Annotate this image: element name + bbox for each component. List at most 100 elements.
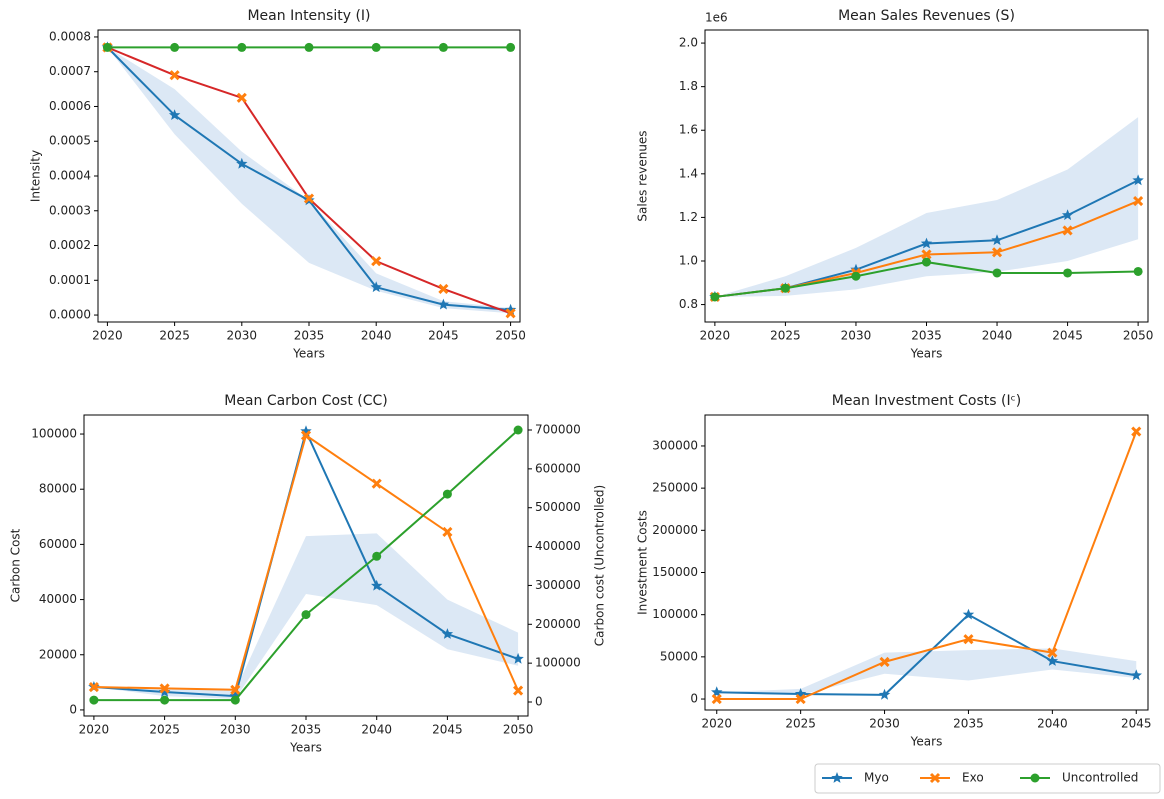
x-tick-label: 2020 — [92, 329, 123, 343]
y-tick-label: 0.8 — [679, 297, 698, 311]
x-tick-label: 2045 — [1121, 717, 1152, 731]
marker — [102, 42, 112, 52]
y-tick-label: 0.0008 — [49, 29, 91, 43]
legend-marker — [929, 772, 941, 784]
marker — [442, 489, 452, 499]
x-tick-label: 2040 — [982, 329, 1013, 343]
y-tick-label: 0.0001 — [49, 273, 91, 287]
band — [107, 47, 511, 314]
y2-tick-label: 500000 — [535, 500, 581, 514]
x-tick-label: 2030 — [869, 717, 900, 731]
x-tick-label: 2020 — [701, 717, 732, 731]
x-tick-label: 2050 — [1123, 329, 1154, 343]
y-tick-label: 20000 — [39, 647, 77, 661]
x-tick-label: 2020 — [79, 723, 110, 737]
y-tick-label: 200000 — [652, 523, 698, 537]
y2-tick-label: 0 — [535, 695, 543, 709]
marker — [878, 688, 891, 700]
y-tick-label: 50000 — [660, 649, 698, 663]
marker — [851, 271, 861, 281]
marker — [441, 628, 454, 639]
legend-label: Exo — [962, 771, 984, 785]
x-axis-label: Years — [289, 741, 322, 755]
marker — [505, 308, 516, 319]
band — [714, 117, 1139, 297]
marker — [1131, 426, 1142, 437]
marker — [301, 610, 311, 620]
legend-marker — [831, 772, 843, 783]
marker — [170, 42, 180, 52]
x-tick-label: 2030 — [227, 329, 258, 343]
offset-label: 1e6 — [705, 11, 728, 25]
band — [716, 648, 1137, 695]
x-tick-label: 2045 — [1052, 329, 1083, 343]
y-axis-label: Intensity — [29, 150, 43, 202]
y2-tick-label: 200000 — [535, 617, 581, 631]
marker — [991, 234, 1003, 246]
marker — [236, 157, 248, 169]
marker — [438, 42, 448, 52]
marker — [962, 608, 975, 620]
y-tick-label: 0 — [690, 692, 698, 706]
y-tick-label: 0.0000 — [49, 308, 91, 322]
x-axis-label: Years — [910, 347, 943, 361]
x-tick-label: 2035 — [911, 329, 942, 343]
y-tick-label: 2.0 — [679, 36, 698, 50]
marker — [991, 247, 1003, 258]
x-tick-label: 2050 — [503, 723, 534, 737]
marker — [506, 42, 516, 52]
y2-tick-label: 100000 — [535, 656, 581, 670]
x-tick-label: 2025 — [785, 717, 816, 731]
marker — [879, 656, 890, 667]
marker — [1047, 647, 1058, 658]
marker — [371, 478, 382, 489]
marker — [89, 695, 99, 705]
marker — [780, 283, 790, 293]
y-tick-label: 150000 — [652, 565, 698, 579]
marker — [168, 109, 181, 120]
y-tick-label: 0.0006 — [49, 99, 91, 113]
marker — [159, 683, 170, 694]
legend-label: Uncontrolled — [1062, 771, 1138, 785]
y-axis-label: Carbon Cost — [9, 528, 23, 602]
marker — [160, 695, 170, 705]
marker — [922, 257, 931, 267]
chart-title: Mean Investment Costs (Iᶜ) — [832, 393, 1021, 409]
x-tick-label: 2025 — [149, 723, 180, 737]
x-tick-label: 2045 — [428, 329, 459, 343]
x-axis-label: Years — [292, 347, 325, 361]
marker — [237, 42, 247, 52]
chart-title: Mean Intensity (I) — [247, 8, 370, 24]
marker — [230, 684, 241, 695]
marker — [1063, 268, 1073, 278]
x-tick-label: 2040 — [361, 723, 392, 737]
marker — [711, 693, 722, 705]
series-line — [716, 431, 1138, 701]
marker — [438, 283, 449, 295]
y-tick-label: 1.4 — [679, 166, 698, 180]
y2-axis-label: Carbon cost (Uncontrolled) — [593, 485, 607, 646]
y2-tick-label: 300000 — [535, 578, 581, 592]
y-tick-label: 250000 — [652, 481, 698, 495]
marker — [963, 634, 974, 645]
x-tick-label: 2030 — [220, 723, 251, 737]
y-tick-label: 1.0 — [679, 253, 698, 267]
marker — [513, 425, 523, 435]
marker — [303, 193, 315, 204]
marker — [300, 425, 312, 437]
marker — [442, 526, 453, 538]
y2-tick-label: 400000 — [535, 539, 581, 553]
x-tick-label: 2025 — [159, 329, 190, 343]
series-line — [716, 613, 1137, 696]
x-tick-label: 2040 — [361, 329, 392, 343]
marker — [794, 688, 807, 699]
x-axis-label: Years — [910, 735, 943, 749]
marker — [370, 281, 382, 293]
marker — [300, 430, 312, 441]
marker — [921, 249, 932, 260]
marker — [372, 551, 382, 561]
y-tick-label: 100000 — [31, 427, 77, 441]
y-tick-label: 1.6 — [679, 123, 698, 137]
marker — [1062, 225, 1073, 236]
